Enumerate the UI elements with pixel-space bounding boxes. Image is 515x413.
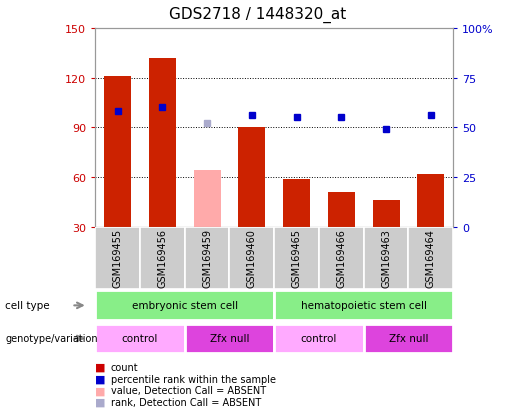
Bar bbox=[140, 227, 185, 289]
Text: rank, Detection Call = ABSENT: rank, Detection Call = ABSENT bbox=[111, 397, 261, 407]
Bar bbox=[364, 227, 408, 289]
Text: control: control bbox=[122, 334, 158, 344]
Bar bbox=[95, 324, 185, 354]
Text: GSM169463: GSM169463 bbox=[381, 229, 391, 287]
Text: GSM169460: GSM169460 bbox=[247, 229, 257, 287]
Bar bbox=[149, 59, 176, 227]
Text: GDS2718 / 1448320_at: GDS2718 / 1448320_at bbox=[169, 6, 346, 23]
Bar bbox=[417, 174, 444, 227]
Bar bbox=[104, 77, 131, 227]
Bar bbox=[185, 324, 274, 354]
Bar bbox=[328, 192, 355, 227]
Bar bbox=[95, 291, 274, 320]
Text: GSM169464: GSM169464 bbox=[426, 229, 436, 287]
Bar bbox=[364, 324, 453, 354]
Bar bbox=[238, 128, 265, 227]
Text: GSM169455: GSM169455 bbox=[113, 229, 123, 287]
Text: Zfx null: Zfx null bbox=[210, 334, 249, 344]
Text: ■: ■ bbox=[95, 397, 106, 407]
Bar bbox=[274, 324, 364, 354]
Bar bbox=[185, 227, 230, 289]
Text: Zfx null: Zfx null bbox=[389, 334, 428, 344]
Text: GSM169456: GSM169456 bbox=[158, 229, 167, 287]
Bar bbox=[408, 227, 453, 289]
Bar bbox=[274, 227, 319, 289]
Bar bbox=[274, 291, 453, 320]
Text: GSM169466: GSM169466 bbox=[336, 229, 347, 287]
Text: value, Detection Call = ABSENT: value, Detection Call = ABSENT bbox=[111, 385, 266, 395]
Bar bbox=[194, 171, 220, 227]
Text: ■: ■ bbox=[95, 385, 106, 395]
Text: percentile rank within the sample: percentile rank within the sample bbox=[111, 374, 276, 384]
Bar bbox=[319, 227, 364, 289]
Text: ■: ■ bbox=[95, 362, 106, 372]
Bar bbox=[95, 227, 140, 289]
Bar bbox=[230, 227, 274, 289]
Text: count: count bbox=[111, 362, 139, 372]
Text: embryonic stem cell: embryonic stem cell bbox=[132, 301, 238, 311]
Text: ■: ■ bbox=[95, 374, 106, 384]
Bar bbox=[373, 201, 400, 227]
Text: genotype/variation: genotype/variation bbox=[5, 334, 98, 344]
Text: GSM169459: GSM169459 bbox=[202, 229, 212, 287]
Text: GSM169465: GSM169465 bbox=[291, 229, 302, 287]
Bar bbox=[283, 179, 310, 227]
Text: control: control bbox=[301, 334, 337, 344]
Text: cell type: cell type bbox=[5, 301, 50, 311]
Text: hematopoietic stem cell: hematopoietic stem cell bbox=[301, 301, 427, 311]
